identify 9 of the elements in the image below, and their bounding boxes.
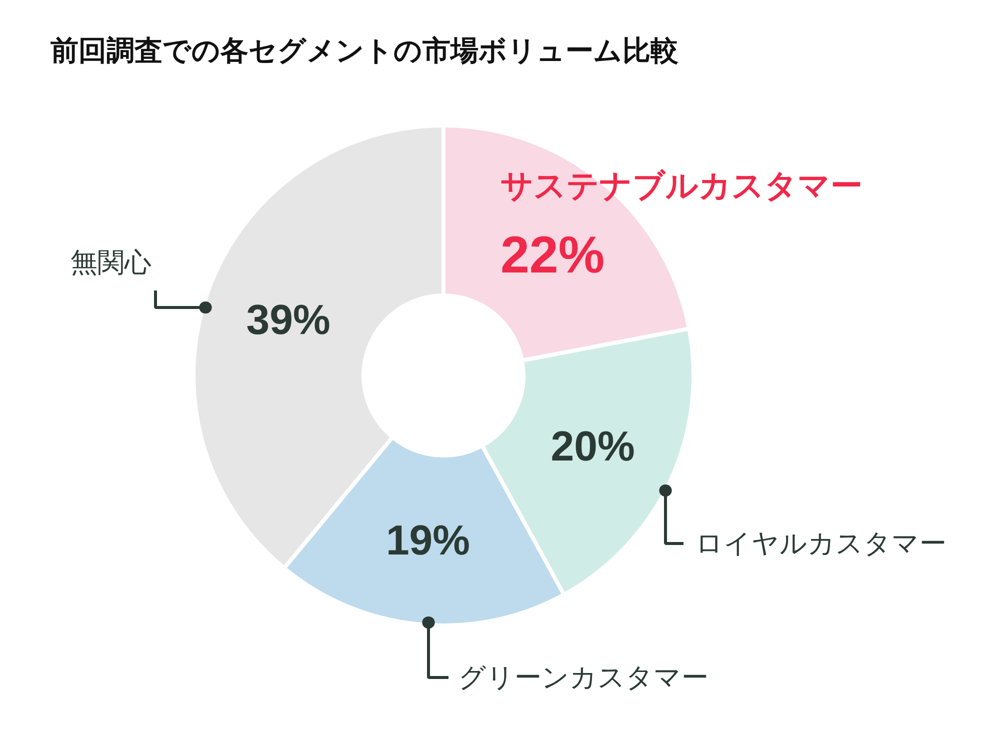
slice-label: サステナブルカスタマー [500, 168, 862, 204]
chart-title: 前回調査での各セグメントの市場ボリューム比較 [50, 35, 680, 66]
data-label: 19% [386, 516, 470, 564]
data-label: 20% [550, 422, 635, 470]
slice-label: グリーンカスタマー [458, 662, 708, 692]
data-label: 22% [500, 226, 605, 284]
slice-label: 無関心 [70, 248, 152, 278]
slice-label: ロイヤルカスタマー [696, 528, 946, 558]
data-label: 39% [246, 296, 330, 344]
